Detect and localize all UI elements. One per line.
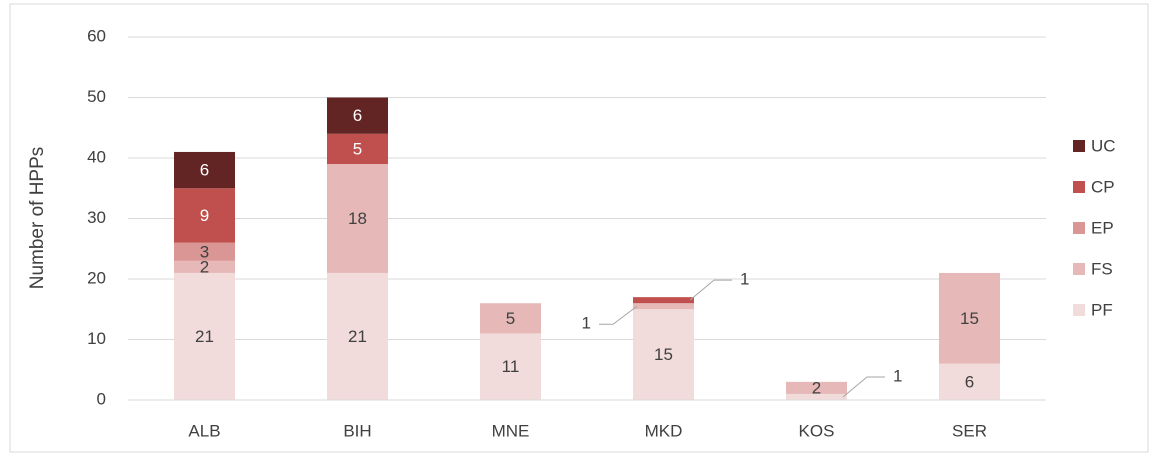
legend-label: EP [1091, 218, 1114, 237]
x-tick-label: BIH [343, 421, 371, 440]
y-tick-label: 10 [87, 329, 106, 348]
bar-segment [327, 133, 388, 165]
data-label: 9 [200, 206, 209, 225]
x-tick-label: MKD [645, 421, 683, 440]
legend-swatch [1073, 304, 1085, 316]
data-label: 21 [348, 327, 367, 346]
leader-line [599, 305, 638, 325]
x-tick-label: MNE [492, 421, 530, 440]
legend-label: UC [1091, 136, 1116, 155]
bar-segment [174, 188, 235, 243]
data-label: 15 [960, 309, 979, 328]
leader-line [842, 376, 885, 398]
y-tick-label: 20 [87, 268, 106, 287]
bar-segment [174, 272, 235, 400]
bar-segment [327, 164, 388, 273]
x-tick-label: KOS [799, 421, 835, 440]
y-tick-label: 40 [87, 147, 106, 166]
bar-segment [939, 272, 1000, 364]
legend-label: FS [1091, 259, 1113, 278]
data-label: 2 [200, 257, 209, 276]
data-label: 6 [353, 106, 362, 125]
y-tick-label: 30 [87, 208, 106, 227]
data-label: 18 [348, 209, 367, 228]
bar-segment [786, 381, 847, 394]
legend-swatch [1073, 263, 1085, 275]
bar-segment [327, 97, 388, 134]
bar-segment [327, 272, 388, 400]
legend-swatch [1073, 140, 1085, 152]
data-label: 2 [812, 378, 821, 397]
bar-segment [939, 363, 1000, 400]
bar-segment [174, 242, 235, 261]
bar-segment [633, 297, 694, 304]
data-label: 3 [200, 242, 209, 261]
data-label: 21 [195, 327, 214, 346]
x-tick-label: ALB [188, 421, 220, 440]
data-label: 1 [582, 314, 591, 333]
chart-frame [9, 3, 1149, 453]
bar-segment [480, 333, 541, 400]
data-label: 5 [506, 309, 515, 328]
y-tick-label: 60 [87, 26, 106, 45]
bar-segment [786, 393, 847, 400]
y-tick-label: 50 [87, 87, 106, 106]
data-label: 6 [965, 372, 974, 391]
bar-segment [633, 309, 694, 400]
data-label: 15 [654, 345, 673, 364]
bar-segment [174, 151, 235, 189]
data-label: 5 [353, 139, 362, 158]
legend-label: PF [1091, 300, 1113, 319]
bar-segment [633, 303, 694, 310]
y-tick-label: 0 [97, 389, 106, 408]
data-label: 11 [502, 357, 520, 376]
legend-swatch [1073, 222, 1085, 234]
bar-segment [174, 260, 235, 273]
leader-line [689, 279, 732, 301]
bar-segment [480, 303, 541, 334]
y-axis-label: Number of HPPs [27, 147, 48, 290]
data-label: 6 [200, 161, 209, 180]
x-tick-label: SER [952, 421, 987, 440]
legend-label: CP [1091, 177, 1115, 196]
data-label: 1 [893, 366, 902, 385]
legend-swatch [1073, 181, 1085, 193]
data-label: 1 [740, 270, 749, 289]
